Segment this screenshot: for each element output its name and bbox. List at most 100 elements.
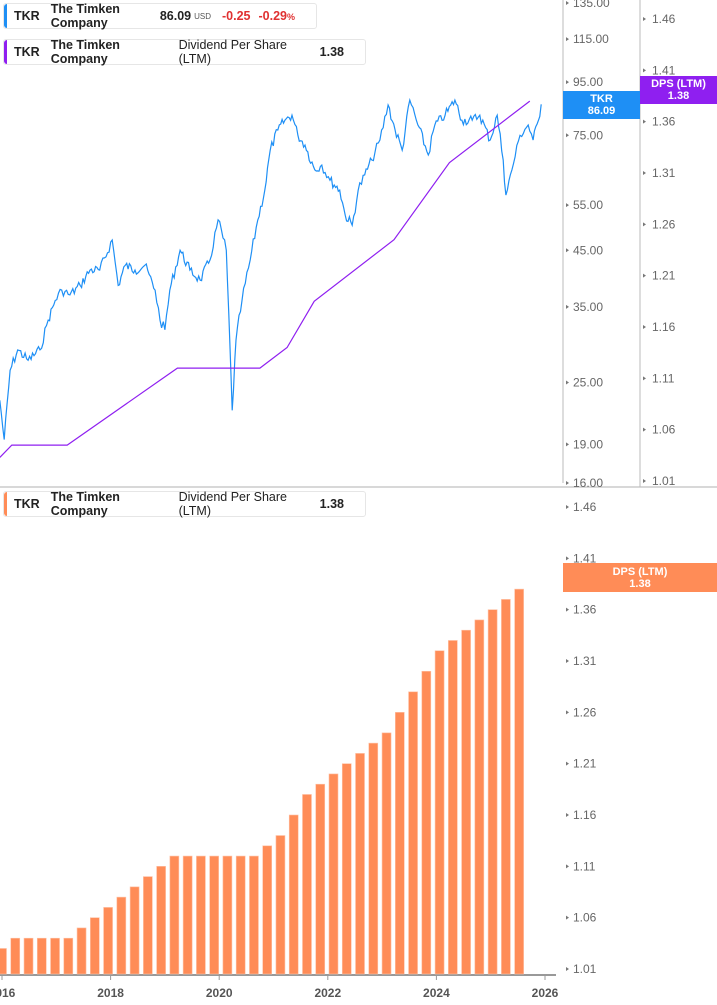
legend-price[interactable]: TKR The Timken Company 86.09 USD -0.25 -… bbox=[3, 2, 317, 30]
dps-tick bbox=[643, 427, 646, 432]
bar-axis-tick-label: 1.16 bbox=[573, 808, 597, 822]
dps-bar bbox=[249, 855, 259, 975]
dps-tick-label: 1.11 bbox=[652, 371, 675, 385]
bar-axis-tick-label: 1.01 bbox=[573, 962, 597, 976]
legend-dps-top[interactable]: TKR The Timken Company Dividend Per Shar… bbox=[3, 38, 366, 66]
dps-bar bbox=[23, 937, 34, 975]
price-tick-label: 45.00 bbox=[573, 243, 603, 257]
dps-bar bbox=[196, 855, 206, 975]
dps-bar bbox=[288, 814, 299, 975]
dps-bar bbox=[129, 886, 140, 975]
tag-label: DPS (LTM) bbox=[612, 566, 668, 578]
legend-ticker: TKR bbox=[14, 497, 40, 511]
dps-bar bbox=[355, 753, 365, 975]
tag-value: 1.38 bbox=[629, 578, 651, 590]
legend-value: 1.38 bbox=[319, 497, 344, 511]
price-tick bbox=[566, 481, 569, 485]
dps-bar bbox=[76, 927, 87, 975]
price-tick-label: 16.00 bbox=[573, 476, 603, 490]
dps-bar bbox=[116, 896, 127, 975]
price-tick bbox=[566, 80, 569, 85]
dps-tick bbox=[643, 273, 646, 278]
price-tick bbox=[566, 442, 569, 447]
dps-tick-label: 1.36 bbox=[652, 115, 676, 129]
dps-bar bbox=[182, 855, 193, 975]
legend-change-pct: -0.29% bbox=[258, 9, 295, 23]
price-tick-label: 135.00 bbox=[573, 0, 610, 10]
dps-bar bbox=[235, 855, 246, 975]
dps-bar bbox=[63, 937, 74, 975]
dps-tick bbox=[643, 325, 646, 329]
dps-series-line bbox=[0, 100, 531, 458]
dps-tick-label: 1.41 bbox=[652, 63, 676, 77]
dps-bottom-last-value-tag: DPS (LTM) 1.38 bbox=[563, 563, 717, 592]
dps-tick-label: 1.01 bbox=[652, 474, 676, 488]
dps-tick bbox=[643, 376, 646, 381]
bar-axis-tick bbox=[566, 761, 569, 766]
price-tick-label: 35.00 bbox=[573, 300, 603, 314]
bar-axis-tick-label: 1.46 bbox=[573, 500, 597, 514]
bar-axis-tick bbox=[566, 505, 569, 509]
bar-axis-tick bbox=[566, 607, 569, 612]
dps-tick bbox=[643, 479, 646, 483]
price-tick-label: 19.00 bbox=[573, 437, 603, 451]
bar-axis-tick bbox=[566, 915, 569, 920]
legend-dps-bottom[interactable]: TKR The Timken Company Dividend Per Shar… bbox=[3, 490, 366, 518]
bar-axis-tick-label: 1.21 bbox=[573, 757, 597, 771]
dps-tick bbox=[643, 119, 646, 124]
dps-bar bbox=[328, 773, 339, 975]
x-tick-label: 2022 bbox=[314, 986, 341, 1000]
price-tick bbox=[566, 203, 569, 208]
legend-change: -0.25 bbox=[221, 9, 251, 23]
legend-metric: Dividend Per Share (LTM) bbox=[178, 490, 288, 518]
bar-axis-tick-label: 1.26 bbox=[573, 705, 597, 719]
bar-axis-tick bbox=[566, 864, 569, 869]
dps-last-value-tag: DPS (LTM) 1.38 bbox=[640, 76, 717, 104]
x-tick-label: 2024 bbox=[423, 986, 450, 1000]
dps-bar bbox=[0, 948, 7, 975]
bar-axis-tick-label: 1.36 bbox=[573, 603, 597, 617]
bar-axis-tick bbox=[566, 813, 569, 817]
dps-tick-label: 1.21 bbox=[652, 269, 676, 283]
pct-sign: % bbox=[286, 12, 295, 22]
dps-bar bbox=[487, 609, 498, 975]
legend-company: The Timken Company bbox=[50, 2, 120, 30]
dps-bar bbox=[461, 629, 471, 975]
bar-axis-tick-label: 1.31 bbox=[573, 654, 597, 668]
legend-color-bar bbox=[4, 492, 7, 516]
x-tick-label: 2018 bbox=[97, 986, 124, 1000]
bar-axis-tick bbox=[566, 710, 569, 715]
x-tick-label: 2026 bbox=[532, 986, 559, 1000]
change-pct-value: -0.29 bbox=[258, 9, 287, 23]
legend-price-value: 86.09 bbox=[159, 9, 192, 23]
bar-axis-tick bbox=[566, 659, 569, 663]
dps-bar bbox=[514, 588, 524, 975]
dps-bar bbox=[156, 866, 166, 975]
bar-axis-tick bbox=[566, 556, 569, 561]
dps-bar bbox=[341, 763, 352, 975]
dps-bar bbox=[262, 845, 273, 975]
dps-bar bbox=[169, 855, 180, 975]
legend-company: The Timken Company bbox=[50, 490, 120, 518]
price-tick-label: 95.00 bbox=[573, 75, 603, 89]
price-tick bbox=[566, 37, 569, 42]
dps-bar bbox=[209, 855, 219, 975]
dps-tick bbox=[643, 171, 646, 175]
price-tick-label: 75.00 bbox=[573, 128, 603, 142]
dps-tick bbox=[643, 222, 646, 227]
tag-price: 86.09 bbox=[587, 105, 616, 117]
price-series-line bbox=[0, 97, 542, 440]
dps-tick-label: 1.06 bbox=[652, 423, 676, 437]
dps-bar bbox=[381, 732, 392, 975]
legend-ticker: TKR bbox=[14, 45, 40, 59]
tag-ticker: TKR bbox=[590, 93, 613, 105]
legend-color-bar bbox=[4, 4, 7, 28]
price-tick-label: 115.00 bbox=[573, 32, 609, 46]
legend-metric: Dividend Per Share (LTM) bbox=[178, 38, 288, 66]
dps-tick-label: 1.46 bbox=[652, 12, 676, 26]
dps-bar bbox=[143, 876, 153, 975]
bar-axis-tick bbox=[566, 967, 569, 971]
bar-axis-tick-label: 1.06 bbox=[573, 911, 597, 925]
dps-bar bbox=[474, 619, 485, 975]
